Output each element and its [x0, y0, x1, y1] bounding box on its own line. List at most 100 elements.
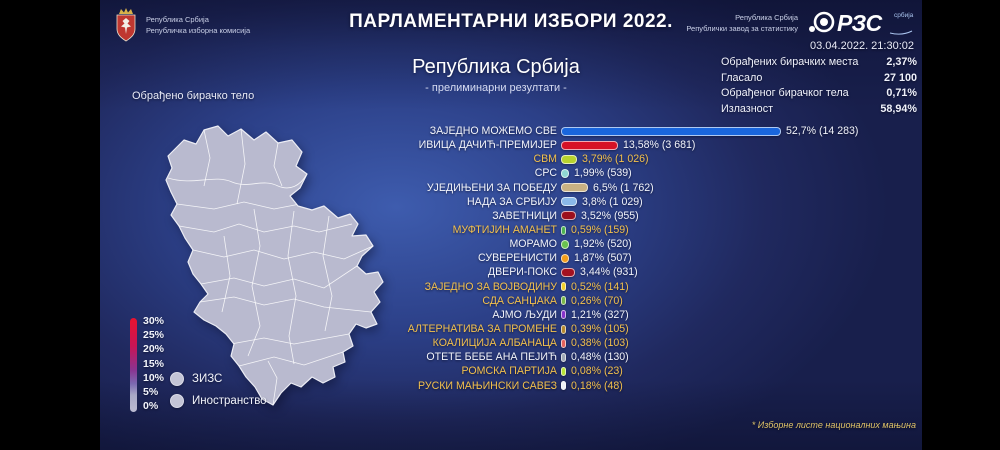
party-result-value: 1,92% (520) — [574, 238, 632, 251]
stats-panel: Обрађених бирачких места 2,37% Гласало 2… — [721, 56, 917, 118]
rik-org-line2: Републичка изборна комисија — [146, 26, 251, 35]
party-result-row: ДВЕРИ-ПОКС 3,44% (931) — [100, 265, 922, 279]
party-result-value: 0,38% (103) — [571, 337, 629, 350]
party-result-value: 13,58% (3 681) — [623, 139, 696, 152]
party-result-row: ИВИЦА ДАЧИЋ-ПРЕМИЈЕР 13,58% (3 681) — [100, 138, 922, 152]
stat-row-turnout: Излазност 58,94% — [721, 103, 917, 119]
party-result-bar — [561, 282, 566, 292]
rik-org-line1: Република Србија — [146, 14, 209, 24]
party-result-bar — [561, 338, 566, 348]
party-result-row: УЈЕДИЊЕНИ ЗА ПОБЕДУ 6,5% (1 762) — [100, 181, 922, 195]
party-result-bar — [561, 211, 576, 221]
party-name: АЛТЕРНАТИВА ЗА ПРОМЕНЕ — [407, 323, 557, 336]
party-name: МОРАМО — [509, 238, 557, 251]
party-result-bar — [561, 296, 566, 306]
party-result-value: 52,7% (14 283) — [786, 125, 859, 138]
stat-label: Обрађеног бирачког тела — [721, 87, 849, 99]
scale-tick: 10% — [143, 371, 165, 384]
serbia-coat-of-arms-icon — [116, 8, 136, 42]
scale-tick: 0% — [143, 400, 159, 413]
scale-tick: 25% — [143, 329, 165, 342]
legend-item-abroad: Иностранство — [170, 390, 267, 412]
party-result-bar — [561, 352, 566, 362]
map-caption: Обрађено бирачко тело — [132, 90, 255, 102]
party-result-bar — [561, 366, 566, 376]
timestamp: 03.04.2022. 21:30:02 — [810, 40, 914, 52]
party-name: СДА САНЏАКА — [482, 294, 557, 307]
party-name: СРС — [534, 167, 557, 180]
party-result-bar — [561, 168, 569, 178]
party-result-value: 3,8% (1 029) — [582, 195, 643, 208]
party-result-row: ОТЕТЕ БЕБЕ АНА ПЕЈИЋ 0,48% (130) — [100, 350, 922, 364]
party-name: ДВЕРИ-ПОКС — [487, 266, 557, 279]
legend-label: Иностранство — [192, 395, 267, 407]
party-name: СВМ — [533, 153, 557, 166]
party-result-bar — [561, 197, 577, 207]
stat-value: 0,71% — [886, 87, 917, 99]
scale-tick: 5% — [143, 385, 159, 398]
party-name: МУФТИЈИН АМАНЕТ — [452, 224, 557, 237]
party-name: УЈЕДИЊЕНИ ЗА ПОБЕДУ — [426, 181, 557, 194]
party-name: АЈМО ЉУДИ — [492, 308, 557, 321]
map-outline — [165, 125, 384, 406]
party-result-value: 1,21% (327) — [571, 308, 629, 321]
party-result-row: СВМ 3,79% (1 026) — [100, 152, 922, 166]
party-result-row: МУФТИЈИН АМАНЕТ 0,59% (159) — [100, 223, 922, 237]
party-result-value: 6,5% (1 762) — [593, 181, 654, 194]
region-title: Република Србија — [412, 56, 580, 78]
region-subtitle: - прелиминарни резултати - — [425, 82, 567, 94]
party-result-row: СУВЕРЕНИСТИ 1,87% (507) — [100, 251, 922, 265]
party-result-value: 0,59% (159) — [571, 224, 629, 237]
party-result-bar — [561, 310, 566, 320]
party-name: ИВИЦА ДАЧИЋ-ПРЕМИЈЕР — [418, 139, 557, 152]
stat-row-voted: Гласало 27 100 — [721, 72, 917, 88]
party-result-row: СРС 1,99% (539) — [100, 166, 922, 180]
page-title: ПАРЛАМЕНТАРНИ ИЗБОРИ 2022. — [349, 11, 673, 32]
results-list: ЗАЈЕДНО МОЖЕМО СВЕ 52,7% (14 283) ИВИЦА … — [100, 124, 922, 393]
party-result-row: КОАЛИЦИЈА АЛБАНАЦА 0,38% (103) — [100, 336, 922, 350]
party-result-bar — [561, 154, 577, 164]
party-result-value: 1,87% (507) — [574, 252, 632, 265]
party-result-row: РОМСКА ПАРТИЈА 0,08% (23) — [100, 364, 922, 378]
party-result-bar — [561, 183, 588, 193]
party-name: РОМСКА ПАРТИЈА — [461, 365, 557, 378]
party-result-value: 0,52% (141) — [571, 280, 629, 293]
stat-value: 58,94% — [880, 102, 917, 115]
svg-text:РЗС: РЗС — [837, 10, 883, 36]
minority-lists-footnote: * Изборне листе националних мањина — [751, 420, 916, 430]
party-result-value: 0,48% (130) — [571, 351, 629, 364]
party-name: КОАЛИЦИЈА АЛБАНАЦА — [432, 337, 557, 350]
rik-branding: Република Србија Републичка изборна коми… — [113, 7, 250, 43]
scale-tick: 15% — [143, 357, 165, 370]
party-result-value: 0,26% (70) — [571, 294, 623, 307]
party-name: НАДА ЗА СРБИЈУ — [467, 195, 557, 208]
svg-text:србија: србија — [894, 11, 914, 19]
party-result-row: МОРАМО 1,92% (520) — [100, 237, 922, 251]
party-result-value: 3,52% (955) — [581, 209, 639, 222]
party-result-value: 0,08% (23) — [571, 365, 623, 378]
stat-label: Гласало — [721, 71, 763, 84]
stat-label: Излазност — [721, 102, 774, 115]
legend-label: ЗИЗС — [192, 373, 223, 385]
party-result-bar — [561, 267, 575, 277]
party-name: РУСКИ МАЊИНСКИ САВЕЗ — [418, 379, 557, 392]
party-result-row: ЗАЈЕДНО ЗА ВОЈВОДИНУ 0,52% (141) — [100, 280, 922, 294]
party-result-bar — [561, 253, 569, 263]
stat-value: 2,37% — [886, 56, 917, 68]
map-extra-legend: ЗИЗС Иностранство — [170, 368, 267, 412]
party-result-row: ЗАВЕТНИЦИ 3,52% (955) — [100, 209, 922, 223]
party-result-bar — [561, 140, 618, 150]
party-name: ЗАЈЕДНО МОЖЕМО СВЕ — [429, 125, 557, 138]
stat-value: 27 100 — [883, 71, 917, 84]
video-area: Република Србија Републичка изборна коми… — [100, 0, 922, 450]
party-result-row: ЗАЈЕДНО МОЖЕМО СВЕ 52,7% (14 283) — [100, 124, 922, 138]
rzs-org-line2: Републички завод за статистику — [686, 24, 798, 33]
party-result-bar — [561, 239, 569, 249]
party-result-bar — [561, 381, 566, 391]
legend-item-zizs: ЗИЗС — [170, 368, 267, 390]
scale-tick: 20% — [143, 343, 165, 356]
party-name: ЗАВЕТНИЦИ — [492, 209, 557, 222]
party-name: СУВЕРЕНИСТИ — [478, 252, 557, 265]
party-result-bar — [561, 126, 781, 136]
